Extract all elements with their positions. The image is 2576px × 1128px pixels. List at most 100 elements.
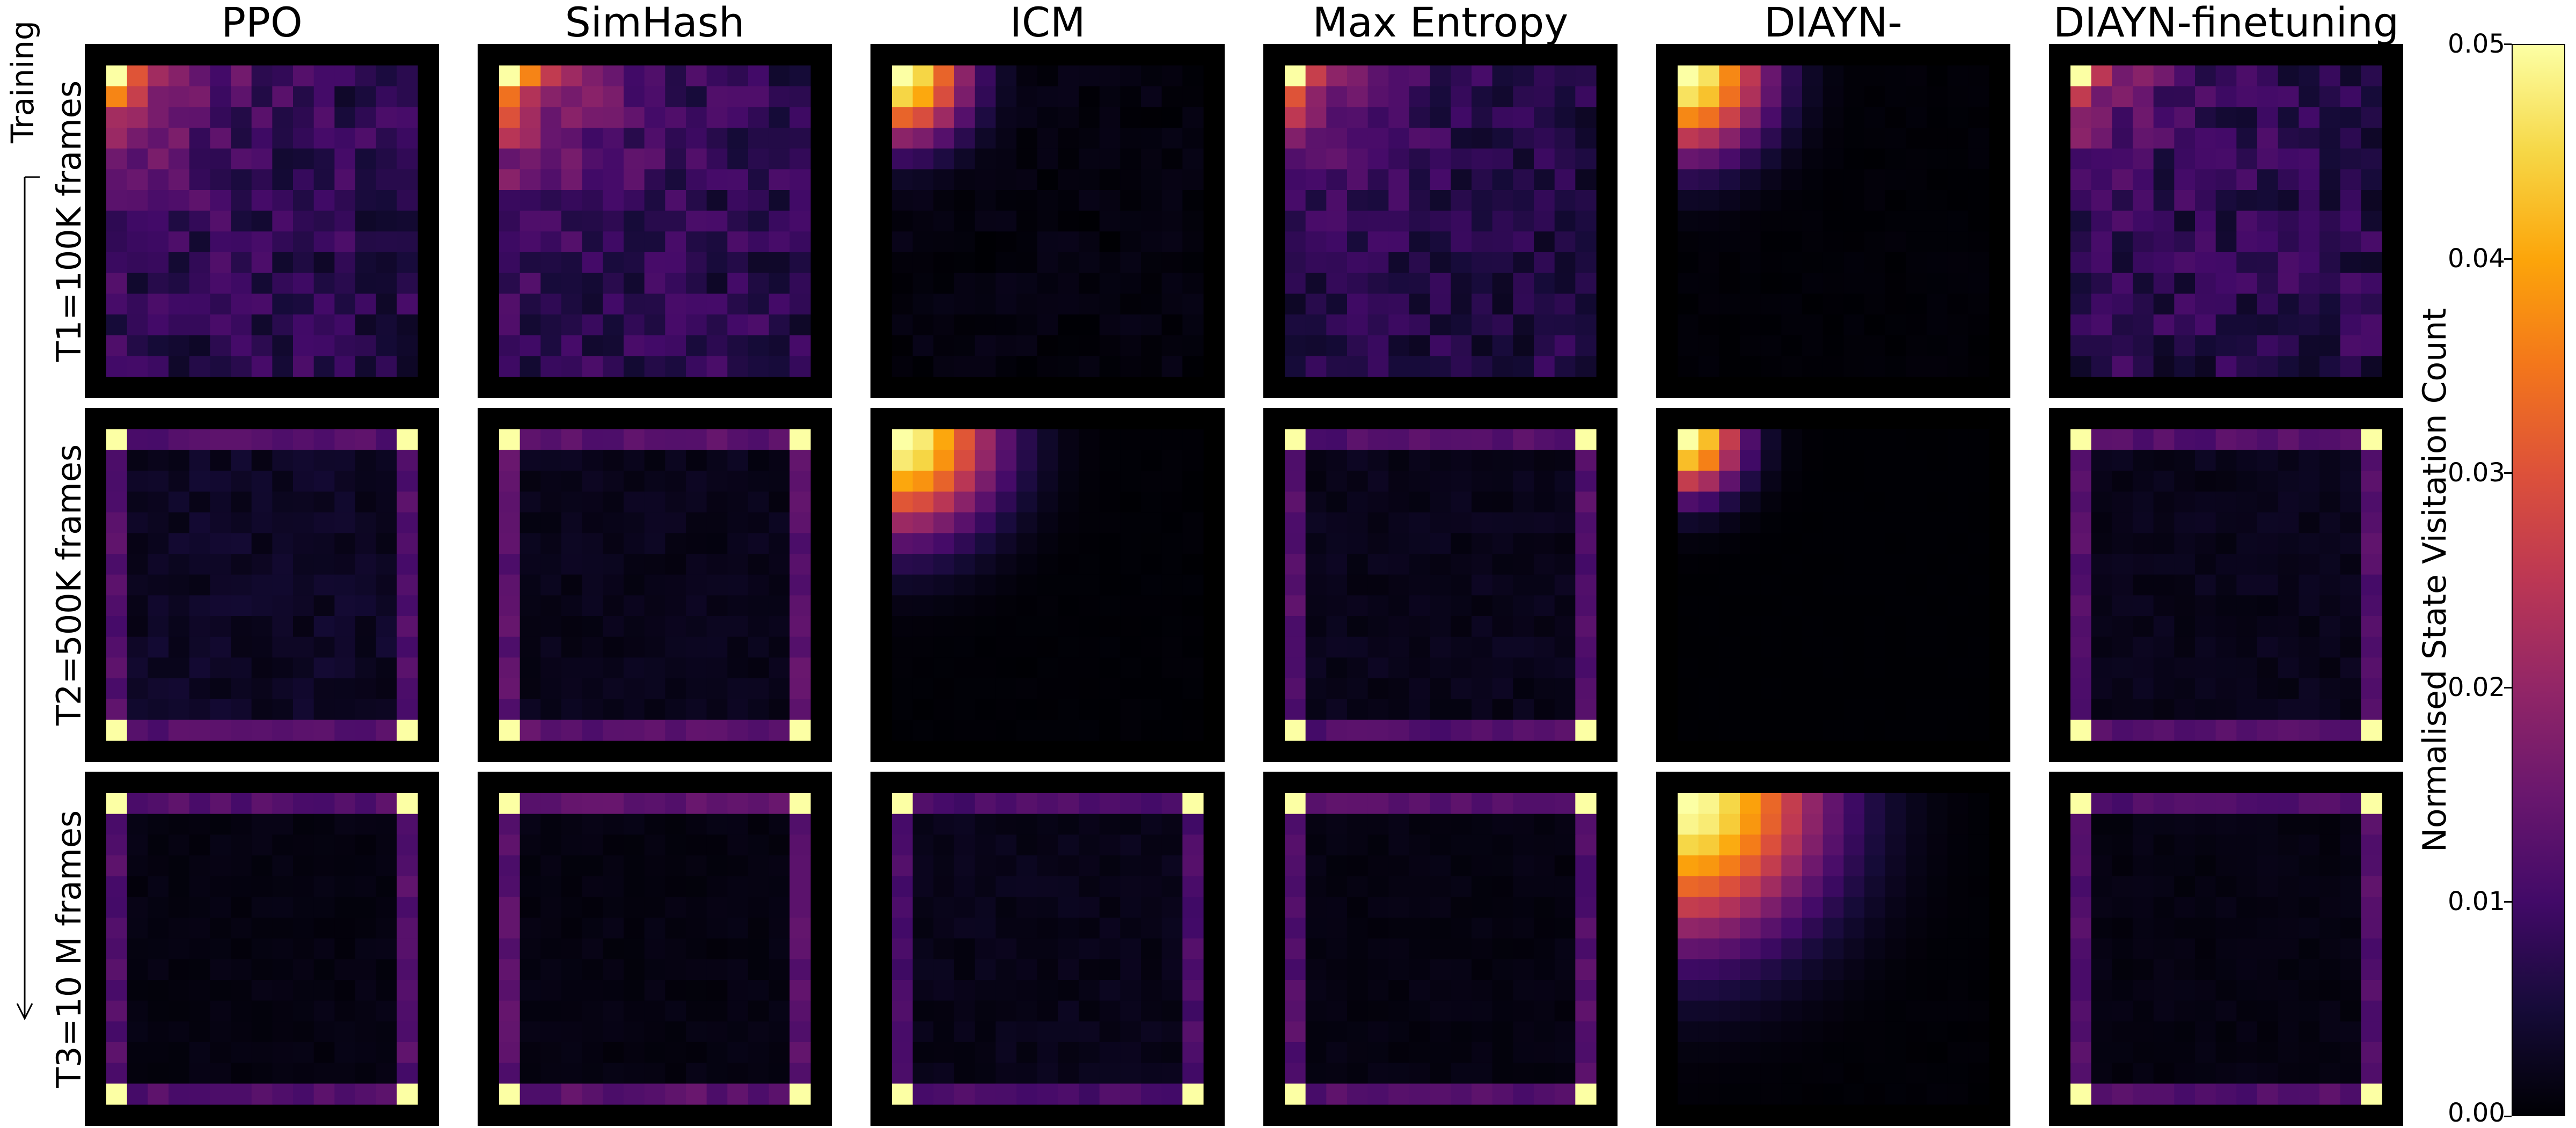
heatmap-cell [2112,356,2133,377]
heatmap-cell [1388,471,1410,492]
heatmap-cell [499,980,521,1001]
heatmap-cell [2236,356,2258,377]
heatmap-cell [975,231,996,253]
heatmap-cell [975,959,996,980]
heatmap-cell [2278,616,2299,638]
heatmap-cell [1906,65,1927,87]
heatmap-cell [2112,450,2133,471]
heatmap-cell [1326,720,1348,741]
heatmap-cell [1430,294,1451,315]
heatmap-cell [1575,65,1597,87]
heatmap-cell [1802,574,1824,596]
heatmap-cell [272,918,294,939]
heatmap-cell [1781,86,1803,107]
heatmap-cell [1161,554,1183,575]
heatmap-cell [1554,86,1576,107]
heatmap-cell [912,876,934,897]
heatmap-cell [519,699,541,720]
heatmap-cell [1698,636,1719,658]
heatmap-cell [769,512,790,533]
heatmap-cell [1058,876,1079,897]
heatmap-cell [954,335,976,356]
heatmap-cell [313,252,335,274]
heatmap-cell [148,554,169,575]
heatmap-cell [686,169,707,191]
heatmap-cell [355,616,377,638]
heatmap-cell [1079,1000,1100,1022]
heatmap-cell [912,918,934,939]
heatmap-cell [2299,252,2320,274]
heatmap-cell [996,429,1017,451]
heatmap-cell [727,636,749,658]
heatmap-cell [912,938,934,959]
heatmap-cell [231,1063,252,1084]
heatmap-cell [603,273,624,294]
heatmap-cell [127,429,148,451]
heatmap-cell [1161,793,1183,815]
heatmap-cell [2174,512,2196,533]
heatmap-cell [127,1083,148,1105]
heatmap-cell [127,595,148,617]
heatmap-cell [975,533,996,554]
heatmap-cell [1885,429,1906,451]
heatmap-cell [1885,86,1906,107]
heatmap-cell [624,616,645,638]
heatmap-cell [748,450,770,471]
heatmap-cell [2133,636,2154,658]
heatmap-cell [2299,314,2320,336]
heatmap-cell [1781,492,1803,513]
heatmap-cell [789,699,811,720]
heatmap-cell [1120,252,1141,274]
heatmap-cell [1678,252,1699,274]
heatmap-cell [2112,699,2133,720]
heatmap-cell [519,314,541,336]
heatmap-cell [1719,595,1740,617]
heatmap-cell [1141,554,1162,575]
heatmap-cell [313,897,335,918]
heatmap-cell [1575,636,1597,658]
heatmap-cell [1906,595,1927,617]
heatmap-cell [1843,335,1865,356]
heatmap-cell [2091,65,2112,87]
heatmap-cell [892,1000,913,1022]
heatmap-cell [540,897,562,918]
heatmap-cell [272,897,294,918]
heatmap-cell [996,128,1017,149]
heatmap-cell [2070,720,2092,741]
heatmap-cell [106,450,128,471]
heatmap-cell [1016,314,1038,336]
heatmap-cell [189,1042,210,1064]
heatmap-cell [2299,231,2320,253]
heatmap-cell [2215,148,2237,170]
heatmap-cell [665,574,686,596]
heatmap-cell [954,959,976,980]
heatmap-cell [644,335,665,356]
heatmap-cell [355,65,377,87]
heatmap-cell [1906,148,1927,170]
heatmap-cell [2174,595,2196,617]
heatmap-cell [1099,1021,1121,1043]
heatmap-cell [1367,169,1389,191]
heatmap-cell [2361,471,2382,492]
heatmap-cell [2153,231,2175,253]
heatmap-cell [1947,86,1968,107]
heatmap-cell [561,314,583,336]
heatmap-cell [603,1042,624,1064]
heatmap-cell [334,918,356,939]
heatmap-cell [148,636,169,658]
heatmap-cell [2070,273,2092,294]
heatmap-cell [1885,294,1906,315]
heatmap-cell [2257,231,2279,253]
heatmap-cell [1161,314,1183,336]
heatmap-cell [748,636,770,658]
heatmap-cell [1451,169,1472,191]
heatmap-cell [1513,533,1534,554]
heatmap-cell [1161,512,1183,533]
heatmap-cell [355,554,377,575]
heatmap-cell [1388,492,1410,513]
heatmap-cell [376,554,397,575]
heatmap-cell [1058,190,1079,211]
heatmap-cell [1513,492,1534,513]
heatmap-cell [975,1000,996,1022]
heatmap-cell [210,657,231,679]
